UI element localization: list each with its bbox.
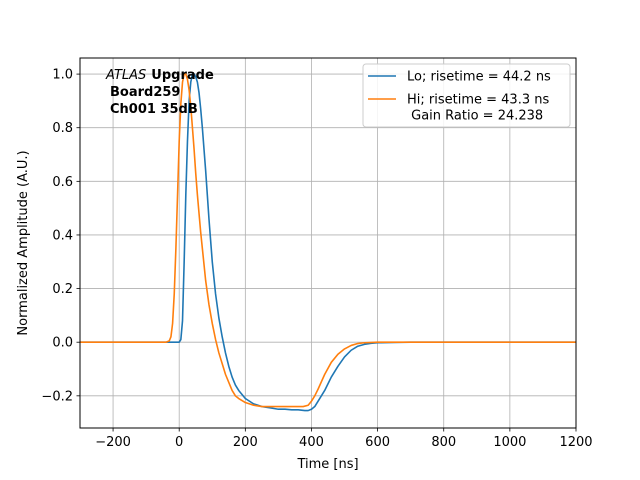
legend-label-lo: Lo; risetime = 44.2 ns bbox=[407, 70, 551, 85]
annotation-line1: ATLAS Upgrade bbox=[105, 68, 214, 83]
y-tick-label: 0.4 bbox=[52, 228, 73, 243]
plot-frame bbox=[79, 57, 577, 429]
x-tick-label: 1000 bbox=[493, 435, 526, 450]
y-tick-label: 1.0 bbox=[52, 68, 73, 83]
x-tick-label: 400 bbox=[299, 435, 324, 450]
y-tick-label: 0.6 bbox=[52, 175, 73, 190]
x-tick-label: 600 bbox=[365, 435, 390, 450]
annotation-upgrade: Upgrade bbox=[151, 68, 214, 83]
y-axis-label: Normalized Amplitude (A.U.) bbox=[16, 150, 31, 335]
annotation-channel: Ch001 35dB bbox=[110, 102, 198, 117]
atlas-annotation: ATLAS Upgrade Board259 Ch001 35dB bbox=[105, 68, 214, 117]
annotation-atlas: ATLAS bbox=[105, 68, 146, 83]
ticks: −200 0 200 400 600 800 1000 1200 −0.2 0.0 0.2 0.4 0.… bbox=[41, 68, 592, 450]
x-tick-label: 800 bbox=[431, 435, 456, 450]
y-tick-label: 0.0 bbox=[52, 336, 73, 351]
series-line-hi bbox=[80, 73, 576, 408]
y-tick-label: 0.2 bbox=[52, 282, 73, 297]
x-tick-label: 0 bbox=[175, 435, 183, 450]
legend-label-hi: Hi; risetime = 43.3 ns Gain Ratio = 24.2… bbox=[407, 93, 549, 124]
legend: Lo; risetime = 44.2 ns Hi; risetime = 43.… bbox=[362, 63, 571, 128]
y-tick-label: 0.8 bbox=[52, 121, 73, 136]
legend-box bbox=[362, 63, 571, 128]
series-group bbox=[80, 73, 576, 412]
x-tick-label: 1200 bbox=[559, 435, 592, 450]
series-line-lo bbox=[80, 73, 576, 412]
annotation-board: Board259 bbox=[110, 85, 180, 100]
x-tick-label: 200 bbox=[233, 435, 258, 450]
y-tick-label: −0.2 bbox=[41, 389, 73, 404]
x-tick-label: −200 bbox=[95, 435, 131, 450]
x-axis-label: Time [ns] bbox=[296, 457, 358, 472]
